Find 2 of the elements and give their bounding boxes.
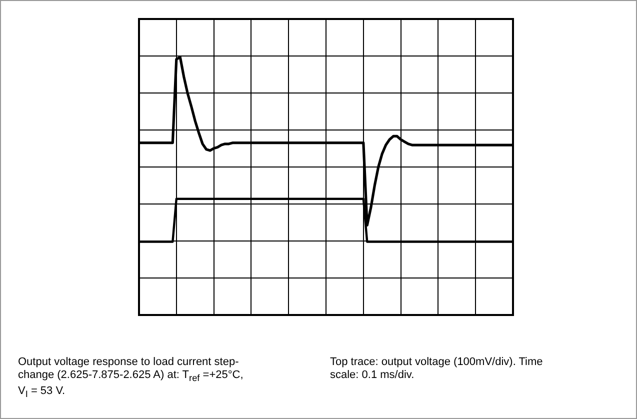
text: Output voltage response to load current step-change (2.625-7.875-2.625 A) at: T$_{ref}$ =+25°C, V$_{I}$ = 53 V. [18, 356, 244, 400]
text: Top trace: output voltage (100mV/div). Time scale: 0.1 ms/div. [330, 356, 544, 382]
